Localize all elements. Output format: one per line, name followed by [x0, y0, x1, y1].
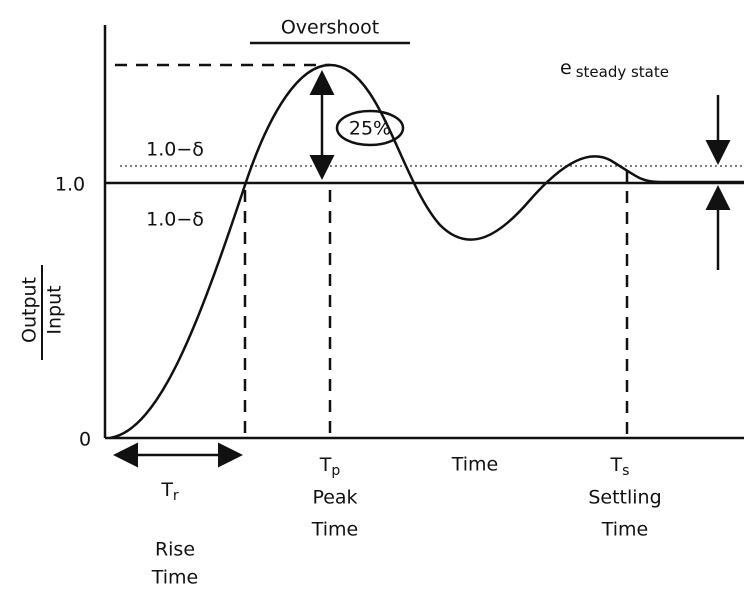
one-label: 1.0 [55, 174, 85, 196]
response-curve [109, 63, 744, 440]
peak-text: Time [311, 519, 359, 541]
upper-band: 1.0−δ [146, 139, 204, 161]
overshoot-percent: 25% [349, 118, 391, 140]
settling-text: Settling [588, 487, 661, 509]
rise-text: Time [151, 567, 199, 589]
peak-symbol: Tp [319, 454, 341, 480]
rise-text: Rise [155, 539, 195, 561]
settling-symbol: Ts [610, 454, 630, 480]
input-label: Input [44, 285, 66, 334]
axes [103, 25, 744, 440]
settling-text: Time [601, 519, 649, 541]
overshoot-label: Overshoot [281, 17, 379, 39]
zero-label: 0 [79, 429, 91, 451]
steady-state-error: e steady state [560, 57, 669, 81]
lower-band: 1.0−δ [146, 209, 204, 231]
peak-text: Peak [312, 487, 357, 509]
time-label: Time [451, 454, 499, 476]
rise-symbol: Tr [160, 479, 179, 505]
guides [113, 41, 731, 468]
output-label: Output [19, 277, 41, 343]
